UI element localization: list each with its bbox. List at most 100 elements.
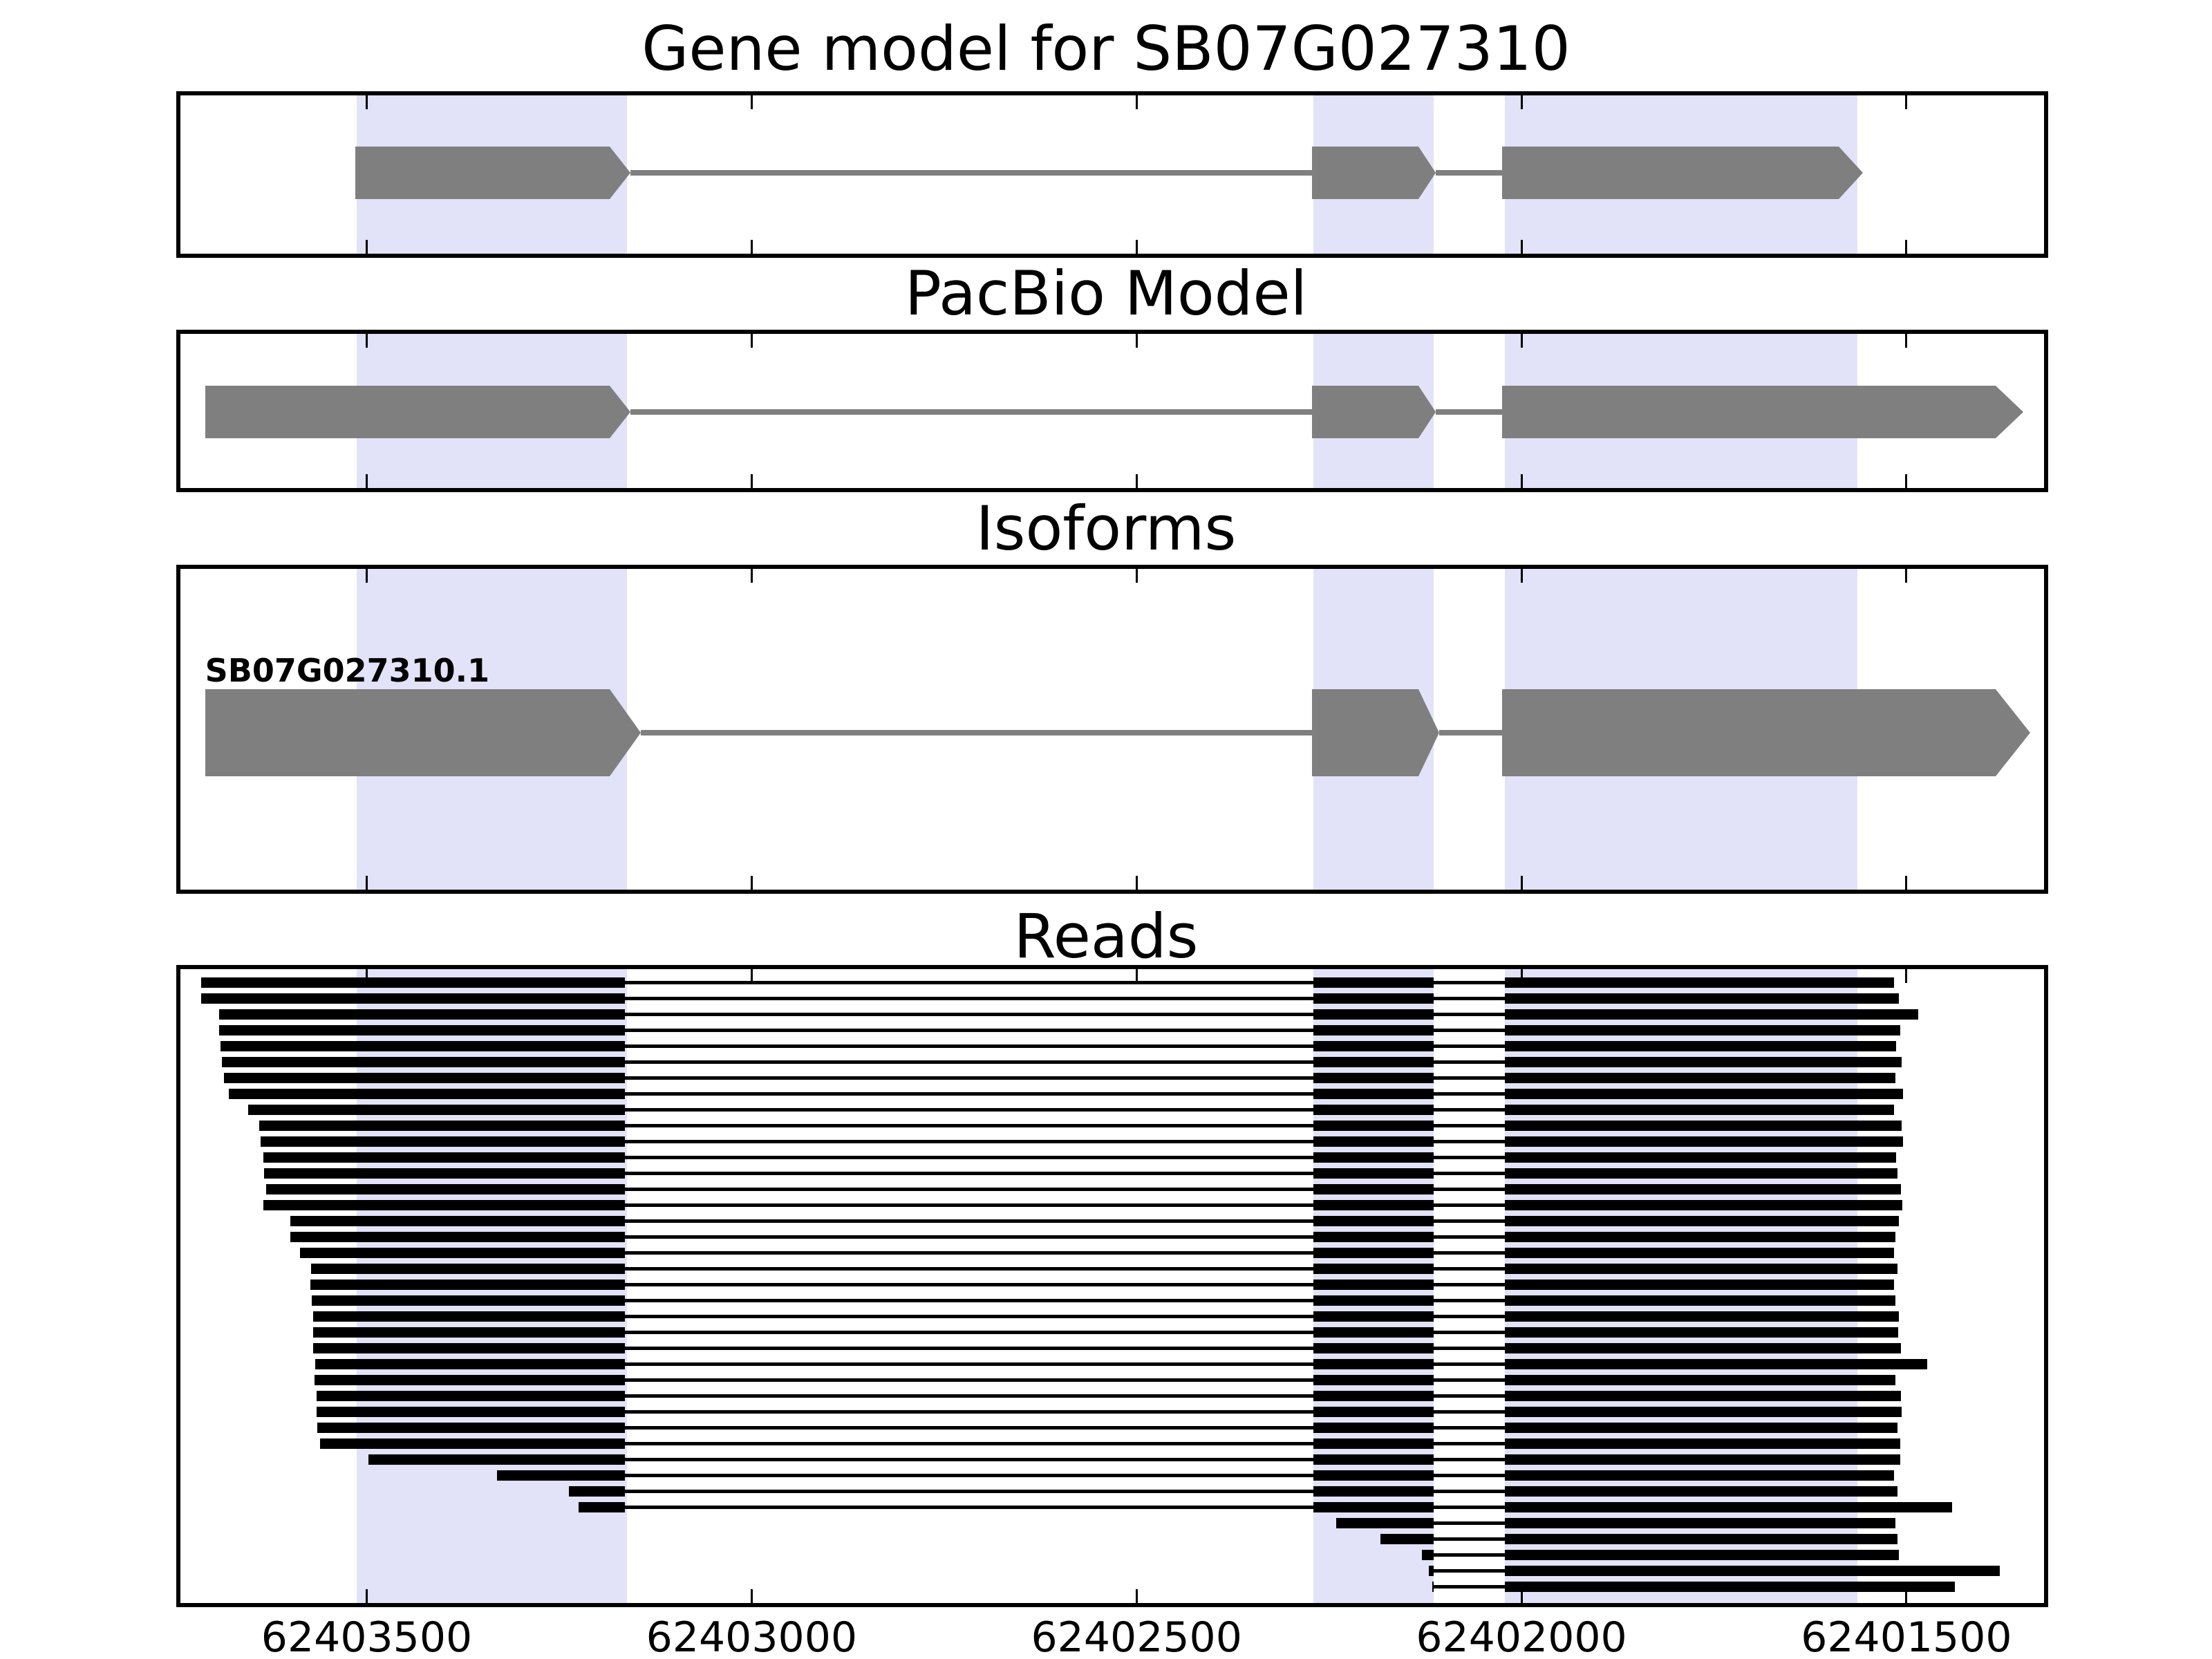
exon-block xyxy=(1502,689,1996,776)
read-exon-segment xyxy=(1313,1454,1434,1465)
read-exon-segment xyxy=(1313,1391,1434,1401)
read-intron-segment xyxy=(1434,1410,1505,1414)
read-exon-segment xyxy=(1313,1136,1434,1147)
read-intron-segment xyxy=(624,1060,1314,1064)
read-intron-segment xyxy=(624,1092,1314,1096)
gene-model-title: Gene model for SB07G027310 xyxy=(641,13,1571,84)
read-exon-segment xyxy=(1313,993,1434,1004)
exon-block xyxy=(1502,386,1996,438)
read-intron-segment xyxy=(624,1124,1314,1127)
read-intron-segment xyxy=(1434,1092,1505,1096)
read-exon-segment xyxy=(1313,1168,1434,1179)
exon-arrow-tip xyxy=(610,147,631,199)
read-exon-segment xyxy=(1313,977,1434,988)
read-exon-segment xyxy=(1380,1534,1434,1544)
read-exon-segment xyxy=(1504,977,1895,988)
read-exon-segment xyxy=(312,1343,625,1353)
read-intron-segment xyxy=(624,1426,1314,1430)
read-exon-segment xyxy=(1504,1248,1895,1258)
read-intron-segment xyxy=(1434,1458,1505,1461)
read-intron-segment xyxy=(624,1251,1314,1255)
exon-arrow-tip xyxy=(1996,386,2024,438)
x-axis-tick-mark xyxy=(1135,1589,1138,1603)
read-exon-segment xyxy=(315,1359,625,1369)
x-axis-tick-mark xyxy=(1905,95,1908,109)
read-intron-segment xyxy=(624,1442,1314,1445)
read-intron-segment xyxy=(1434,1108,1505,1112)
read-exon-segment xyxy=(312,1295,625,1306)
read-exon-segment xyxy=(1504,1295,1896,1306)
read-intron-segment xyxy=(624,981,1314,984)
read-intron-segment xyxy=(1434,1299,1505,1302)
reads-panel xyxy=(176,965,2048,1607)
x-axis-tick-mark xyxy=(1905,876,1908,890)
read-exon-segment xyxy=(1313,1359,1434,1369)
read-intron-segment xyxy=(1434,1140,1505,1143)
read-intron-segment xyxy=(624,1013,1314,1016)
read-exon-segment xyxy=(1313,1502,1434,1512)
x-axis-tick-mark xyxy=(1520,876,1523,890)
read-exon-segment xyxy=(1313,1423,1434,1433)
read-intron-segment xyxy=(624,1044,1314,1048)
x-axis-tick-mark xyxy=(366,334,368,348)
read-exon-segment xyxy=(1313,1327,1434,1338)
read-exon-segment xyxy=(1313,1438,1434,1449)
read-exon-segment xyxy=(1504,1566,2000,1576)
read-intron-segment xyxy=(1434,1013,1505,1016)
x-axis-tick-mark xyxy=(1905,969,1908,983)
read-exon-segment xyxy=(1313,1311,1434,1322)
isoform-label: SB07G027310.1 xyxy=(205,652,490,689)
read-exon-segment xyxy=(1313,1025,1434,1035)
exon-block xyxy=(1312,147,1418,199)
intron-line xyxy=(630,170,1313,176)
read-intron-segment xyxy=(624,1315,1314,1318)
read-intron-segment xyxy=(624,1394,1314,1398)
read-intron-segment xyxy=(624,1076,1314,1080)
read-exon-segment xyxy=(1313,1121,1434,1131)
read-exon-segment xyxy=(1313,1407,1434,1417)
read-exon-segment xyxy=(248,1105,625,1115)
x-axis-tick-mark xyxy=(1520,1589,1523,1603)
exon-arrow-tip xyxy=(1418,386,1436,438)
read-exon-segment xyxy=(1335,1518,1434,1528)
read-intron-segment xyxy=(1434,1060,1505,1064)
read-exon-segment xyxy=(1504,1423,1897,1433)
read-intron-segment xyxy=(1434,1362,1505,1366)
read-intron-segment xyxy=(1434,1394,1505,1398)
x-axis-tick-mark xyxy=(1135,876,1138,890)
read-exon-segment xyxy=(1313,1089,1434,1099)
read-intron-segment xyxy=(1434,981,1505,984)
read-intron-segment xyxy=(1434,1315,1505,1318)
read-exon-segment xyxy=(1504,1232,1896,1242)
read-intron-segment xyxy=(624,1362,1314,1366)
read-exon-segment xyxy=(1504,1280,1895,1290)
read-exon-segment xyxy=(1429,1566,1434,1576)
read-exon-segment xyxy=(1422,1550,1434,1560)
x-axis-tick-mark xyxy=(1520,969,1523,983)
read-exon-segment xyxy=(220,1041,625,1051)
x-axis-tick-mark xyxy=(366,969,368,983)
read-intron-segment xyxy=(624,1458,1314,1461)
read-intron-segment xyxy=(624,1331,1314,1334)
read-intron-segment xyxy=(624,1188,1314,1191)
read-exon-segment xyxy=(1504,1470,1895,1481)
read-exon-segment xyxy=(312,1311,625,1322)
read-exon-segment xyxy=(1504,1534,1897,1544)
read-exon-segment xyxy=(1504,1089,1904,1099)
read-intron-segment xyxy=(1434,1156,1505,1159)
read-exon-segment xyxy=(201,977,625,988)
x-axis-tick-mark xyxy=(750,474,753,488)
read-intron-segment xyxy=(1434,1585,1505,1588)
read-exon-segment xyxy=(319,1438,625,1449)
read-intron-segment xyxy=(1434,1331,1505,1334)
read-intron-segment xyxy=(1434,1474,1505,1477)
reads-title: Reads xyxy=(1013,901,1199,972)
exon-block xyxy=(1502,147,1839,199)
read-exon-segment xyxy=(222,1057,625,1067)
read-intron-segment xyxy=(1434,1029,1505,1032)
read-exon-segment xyxy=(317,1423,625,1433)
x-axis-tick-mark xyxy=(1135,969,1138,983)
read-intron-segment xyxy=(624,1410,1314,1414)
read-exon-segment xyxy=(1504,1121,1902,1131)
exon-arrow-tip xyxy=(1996,689,2031,776)
